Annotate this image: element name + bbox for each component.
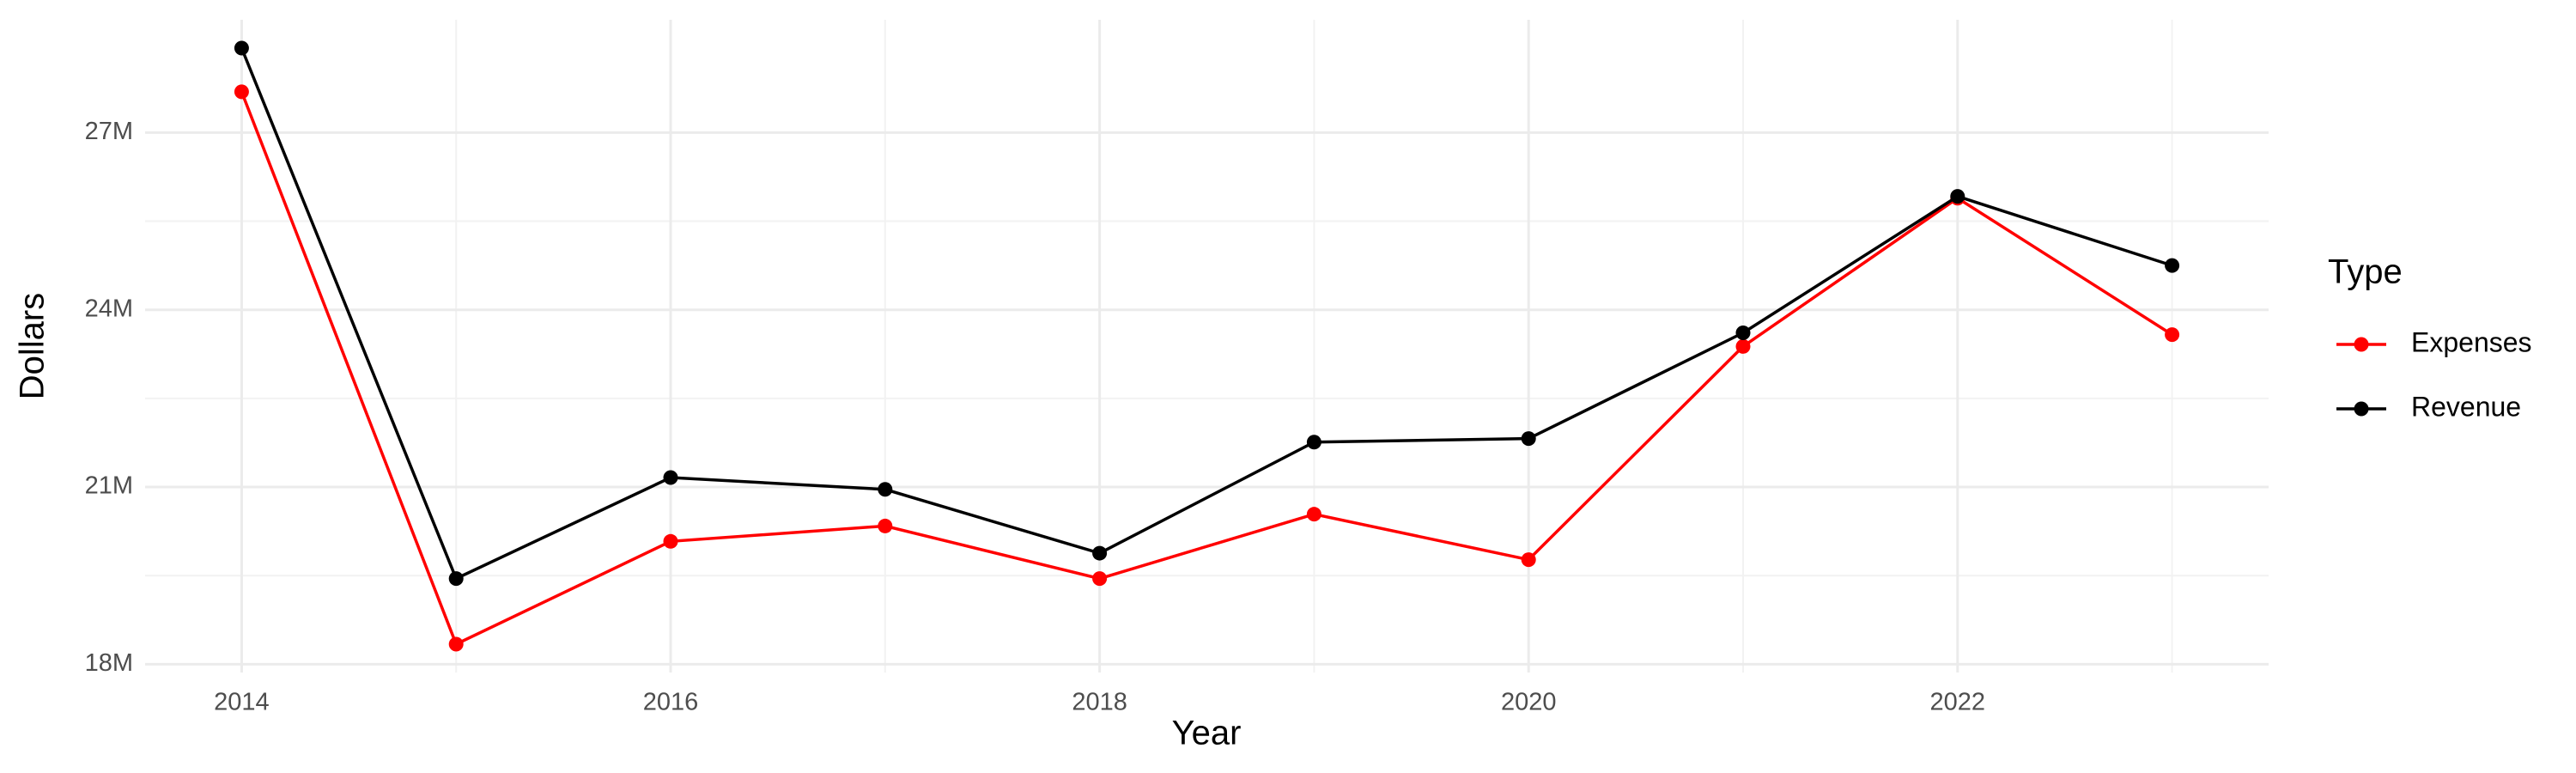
data-point [663,533,678,549]
data-point [878,518,893,533]
data-point [663,470,678,485]
x-tick-label: 2020 [1501,689,1557,716]
y-tick-label: 27M [85,118,133,145]
x-axis-title: Year [1172,715,1242,752]
data-point [878,482,893,497]
data-point [1735,326,1751,341]
data-point [448,636,464,652]
x-tick-label: 2022 [1930,689,1986,716]
data-point [1521,431,1536,447]
legend-marker [2354,401,2369,417]
legend-title: Type [2328,253,2403,291]
data-point [234,84,249,100]
series-line [240,91,2173,647]
x-tick-label: 2014 [214,689,270,716]
data-point [2165,258,2180,273]
data-point [1092,545,1108,561]
series-line [240,47,2173,581]
data-point [1950,189,1965,204]
legend-marker [2354,337,2369,352]
data-point [1306,507,1321,522]
legend-label: Expenses [2411,326,2532,357]
y-tick-label: 21M [85,472,133,500]
data-point [1521,552,1536,568]
data-point [1735,338,1751,354]
x-tick-label: 2018 [1072,689,1127,716]
y-tick-label: 18M [85,649,133,677]
data-point [448,571,464,587]
data-point [1092,571,1108,587]
data-point [234,40,249,56]
x-tick-label: 2016 [643,689,699,716]
y-axis-title: Dollars [14,293,52,399]
legend-label: Revenue [2411,391,2521,422]
data-point [1306,435,1321,450]
data-point [2165,327,2180,343]
y-tick-label: 24M [85,295,133,322]
